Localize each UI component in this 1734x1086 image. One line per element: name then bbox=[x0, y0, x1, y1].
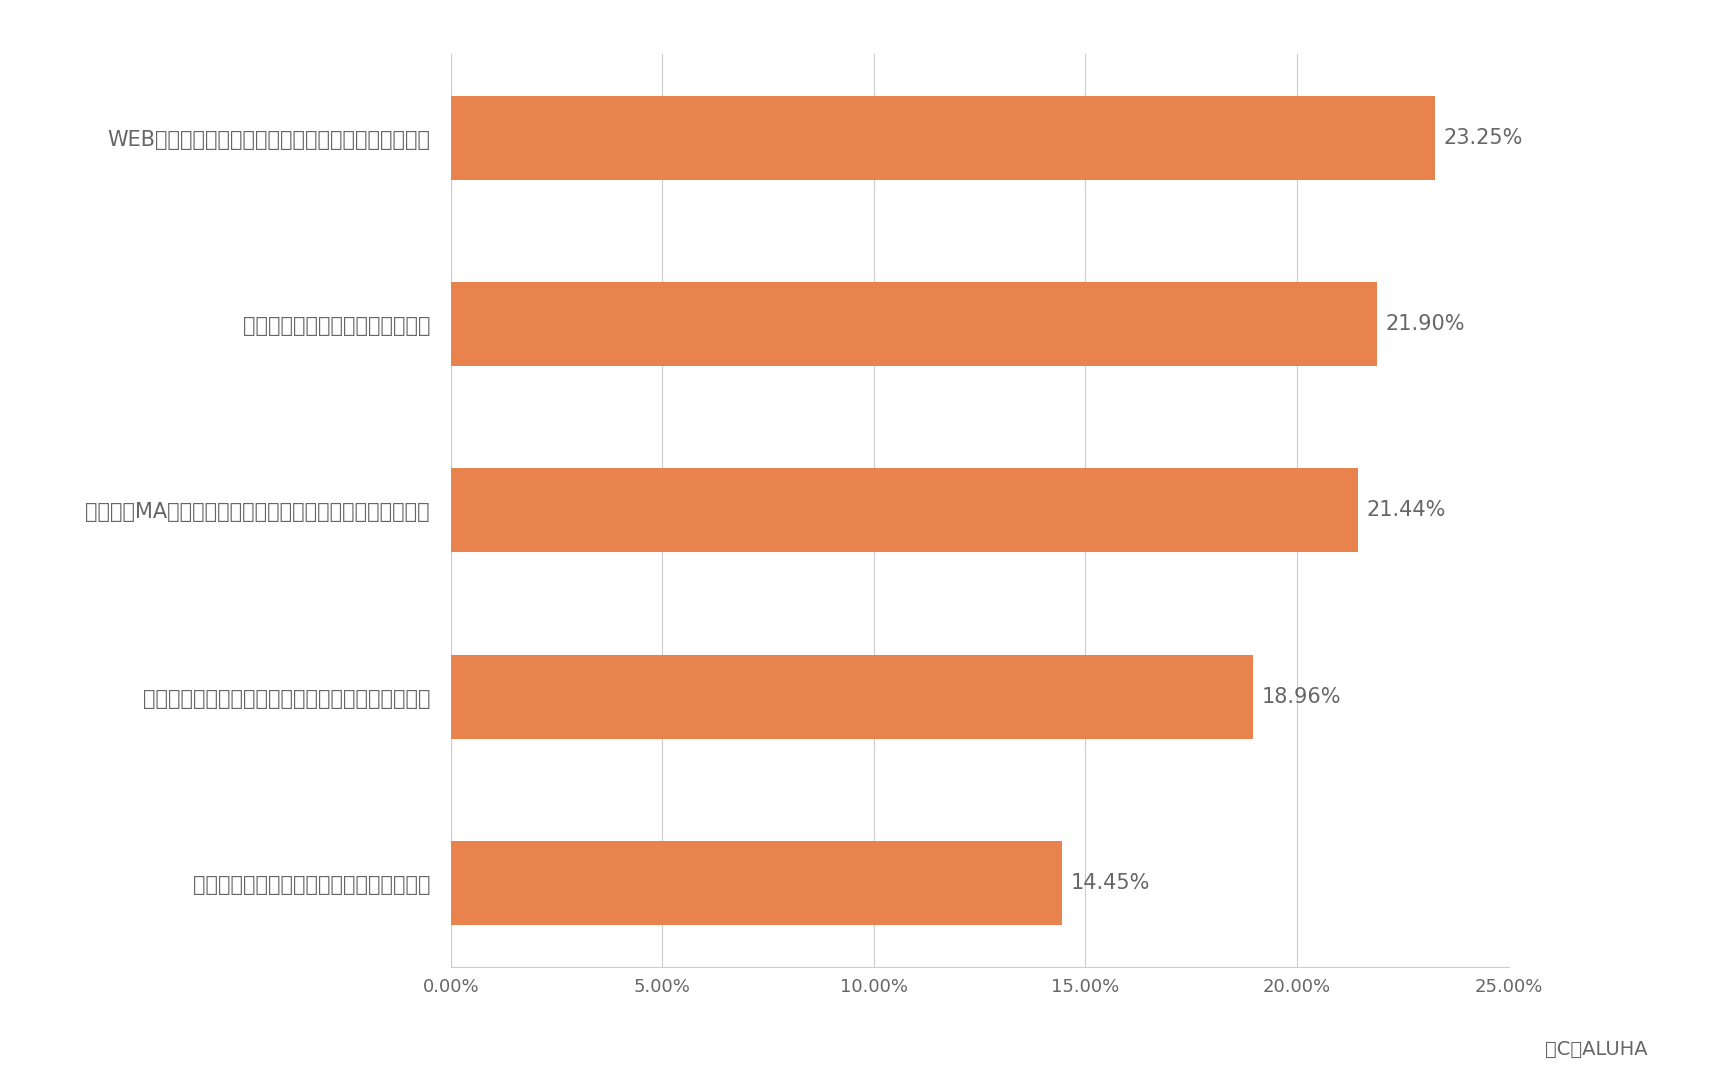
Text: 21.44%: 21.44% bbox=[1366, 501, 1446, 520]
Bar bbox=[451, 282, 1377, 366]
Bar bbox=[451, 655, 1254, 738]
Text: （C）ALUHA: （C）ALUHA bbox=[1545, 1040, 1647, 1059]
Text: 14.45%: 14.45% bbox=[1070, 873, 1150, 893]
Text: 23.25%: 23.25% bbox=[1443, 128, 1522, 148]
Bar bbox=[451, 468, 1358, 553]
Text: 21.90%: 21.90% bbox=[1385, 314, 1465, 334]
Text: 18.96%: 18.96% bbox=[1262, 686, 1340, 707]
Bar bbox=[451, 96, 1434, 179]
Bar bbox=[451, 842, 1063, 925]
